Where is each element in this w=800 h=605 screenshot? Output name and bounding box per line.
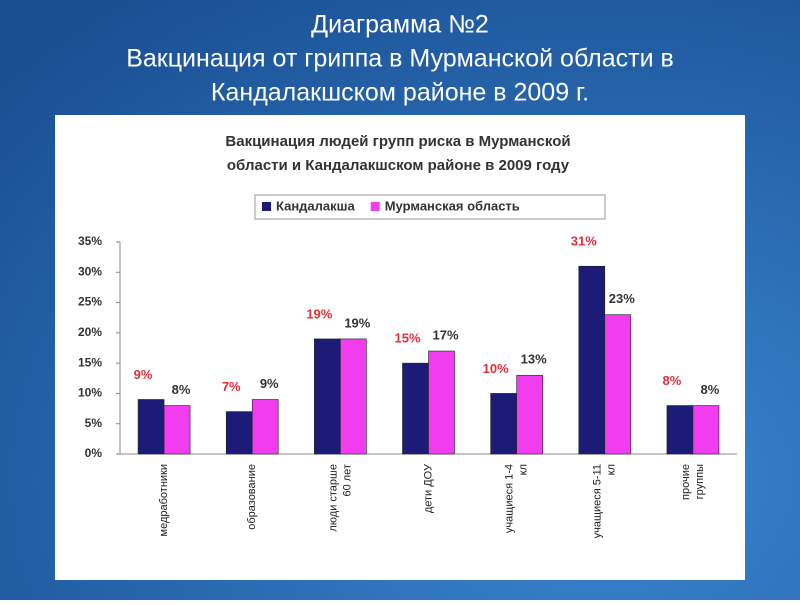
bar <box>578 265 606 455</box>
x-tick-label: кл <box>518 464 530 475</box>
value-label: 7% <box>222 379 241 394</box>
y-tick-label: 20% <box>78 325 102 339</box>
slide-title: Диаграмма №2 Вакцинация от гриппа в Мурм… <box>126 11 674 107</box>
x-tick-label: группы <box>694 464 706 499</box>
bar <box>314 338 341 455</box>
bar <box>666 405 694 455</box>
value-label: 19% <box>306 306 332 321</box>
x-tick-label: учащиеся 5-11 <box>592 464 604 538</box>
value-label: 8% <box>663 373 682 388</box>
slide-title-line: Кандалакшском районе в 2009 г. <box>211 79 589 107</box>
x-tick-label: учащиеся 1-4 <box>504 464 516 533</box>
x-tick-label: медработники <box>158 464 170 536</box>
value-label: 9% <box>260 376 279 391</box>
value-label: 19% <box>344 315 370 330</box>
x-tick-label: образование <box>246 464 258 530</box>
y-tick-label: 35% <box>78 234 102 248</box>
legend-swatch <box>262 202 271 211</box>
value-label: 8% <box>701 382 720 397</box>
x-tick-label: 60 лет <box>341 464 353 497</box>
legend <box>254 194 606 220</box>
x-tick-label: люди старше <box>327 464 339 532</box>
legend-label: Кандалакша <box>276 198 355 213</box>
bar <box>251 399 279 455</box>
value-label: 23% <box>609 291 635 306</box>
y-tick-label: 5% <box>85 416 103 430</box>
y-tick-label: 30% <box>78 264 102 278</box>
bar <box>402 362 429 455</box>
value-label: 10% <box>483 361 509 376</box>
y-tick-label: 15% <box>78 355 102 369</box>
value-label: 9% <box>134 367 153 382</box>
slide-title-line: Диаграмма №2 <box>311 11 489 39</box>
y-tick-label: 25% <box>78 295 102 309</box>
bar <box>490 393 517 455</box>
bar <box>340 338 367 455</box>
bar <box>604 314 632 455</box>
plot: 0% 5% 10% 15% 20% 25% 30% 35% Кандалакша Мурманск… <box>78 198 737 538</box>
x-tick-label: кл <box>606 464 618 475</box>
value-label: 15% <box>394 331 420 346</box>
value-label: 31% <box>571 234 597 249</box>
bar <box>163 405 191 455</box>
bar <box>692 405 720 455</box>
legend-swatch <box>370 202 380 211</box>
x-tick-label: дети ДОУ <box>422 463 434 513</box>
x-tick-label: прочие <box>680 464 692 500</box>
chart-title: области и Кандалакшском районе в 2009 го… <box>227 157 570 174</box>
bar <box>516 374 543 455</box>
chart-title: Вакцинация людей групп риска в Мурманско… <box>225 133 570 150</box>
y-tick-label: 0% <box>85 446 103 460</box>
value-label: 17% <box>432 327 458 342</box>
value-label: 8% <box>172 382 191 397</box>
slide-title-line: Вакцинация от гриппа в Мурманской област… <box>126 45 674 73</box>
legend-label: Мурманская область <box>385 198 520 213</box>
value-label: 13% <box>521 352 547 367</box>
y-tick-label: 10% <box>78 386 102 400</box>
bar <box>137 399 165 455</box>
bar <box>225 411 253 455</box>
bar <box>428 350 455 455</box>
